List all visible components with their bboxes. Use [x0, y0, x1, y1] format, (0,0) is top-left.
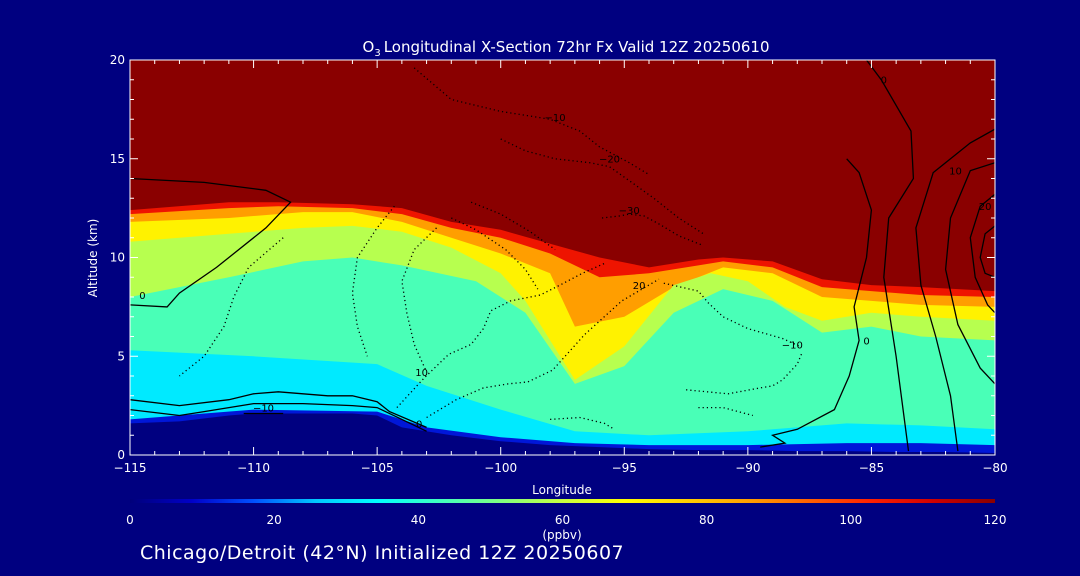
contour-label: 10 — [949, 167, 962, 178]
dotted-contour-8 — [451, 217, 539, 290]
x-tick-label: −105 — [361, 461, 394, 475]
dotted-contour-2 — [401, 227, 437, 373]
contour-label: −10 — [545, 113, 566, 124]
solid-contour-8 — [969, 193, 995, 314]
solid-contour-6 — [915, 128, 995, 452]
solid-contour-9 — [979, 225, 995, 278]
x-tick-label: −80 — [982, 461, 1007, 475]
solid-contour-4 — [760, 158, 873, 448]
contour-label: −10 — [782, 340, 803, 351]
solid-contour-2 — [130, 402, 427, 432]
colorbar-tick-label: 60 — [555, 513, 570, 527]
y-tick-label: 15 — [110, 152, 125, 166]
colorbar-tick-label: 100 — [839, 513, 862, 527]
colorbar — [130, 499, 995, 503]
y-axis-label: Altitude (km) — [86, 219, 100, 298]
x-tick-label: −85 — [859, 461, 884, 475]
footer-caption: Chicago/Detroit (42°N) Initialized 12Z 2… — [140, 542, 625, 564]
colorbar-label: (ppbv) — [542, 528, 581, 542]
contour-label: 20 — [633, 281, 646, 292]
dotted-contour-0 — [178, 237, 284, 377]
y-tick-label: 10 — [110, 251, 125, 265]
x-tick-label: −115 — [114, 461, 147, 475]
title-text: Longitudinal X-Section 72hr Fx Valid 12Z… — [384, 38, 770, 56]
terrain-fill — [130, 413, 995, 455]
dotted-contour-10 — [663, 282, 801, 347]
y-tick-label: 5 — [117, 349, 125, 363]
colorbar-tick-label: 80 — [699, 513, 714, 527]
solid-contour-7 — [944, 162, 995, 385]
y-tick-label: 0 — [117, 448, 125, 462]
y-tick-label: 20 — [110, 53, 125, 67]
dotted-contour-11 — [686, 352, 803, 395]
contour-label: −30 — [619, 206, 640, 217]
title-species-subscript: 3 — [374, 48, 380, 59]
colorbar-ticks: 0 20 40 60 80 100 120 — [126, 513, 1006, 527]
dotted-contour-12 — [550, 416, 615, 430]
contour-label: 0 — [881, 76, 887, 87]
solid-contour-1 — [130, 391, 427, 428]
dotted-contour-7 — [601, 213, 704, 247]
contour-label: 20 — [979, 202, 992, 213]
chart-title: O3 Longitudinal X-Section 72hr Fx Valid 1… — [363, 38, 770, 59]
plot-area: 0 −10 0 10 −10 −20 −30 20 −10 0 0 10 20 — [130, 60, 995, 455]
contour-label: −20 — [599, 155, 620, 166]
terrain — [130, 413, 995, 455]
contour-label: 0 — [416, 419, 422, 430]
contour-label: 10 — [415, 368, 428, 379]
title-species: O — [363, 38, 375, 56]
contour-label: 0 — [139, 291, 145, 302]
contour-label: −10 — [253, 404, 274, 415]
dotted-contour-3 — [396, 262, 605, 409]
x-axis: −115 −110 −105 −100 −95 −90 −85 −80 — [114, 60, 1008, 475]
x-axis-label: Longitude — [532, 483, 592, 497]
colorbar-tick-label: 20 — [267, 513, 282, 527]
contour-label: 0 — [863, 336, 869, 347]
colorbar-tick-label: 120 — [984, 513, 1007, 527]
x-tick-label: −110 — [237, 461, 270, 475]
x-tick-label: −90 — [735, 461, 760, 475]
solid-contour-0 — [130, 177, 292, 308]
y-axis: 0 5 10 15 20 — [110, 53, 995, 462]
x-tick-label: −95 — [612, 461, 637, 475]
colorbar-tick-label: 40 — [411, 513, 426, 527]
contour-labels: 0 −10 0 10 −10 −20 −30 20 −10 0 0 10 20 — [139, 76, 991, 431]
colorbar-tick-label: 0 — [126, 513, 134, 527]
overlay-contours — [130, 60, 995, 452]
solid-contour-5 — [865, 60, 915, 452]
x-tick-label: −100 — [484, 461, 517, 475]
